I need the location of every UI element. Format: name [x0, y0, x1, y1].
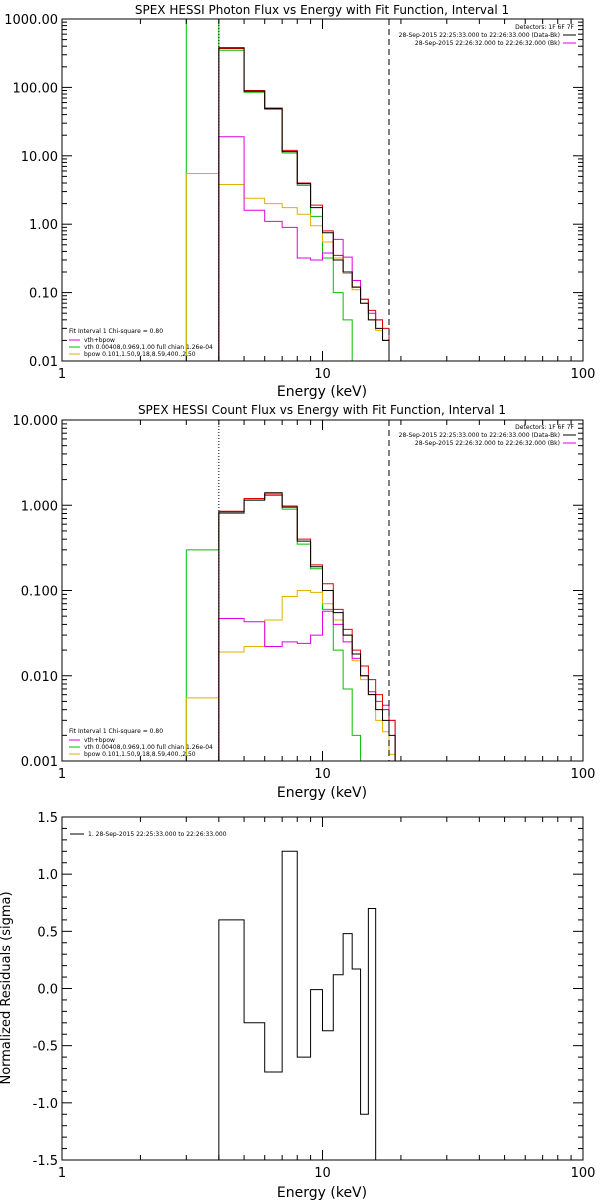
count-flux-fit-header: Fit Interval 1 Chi-square = 0.80 — [69, 728, 163, 735]
count-flux-title: SPEX HESSI Count Flux vs Energy with Fit… — [138, 403, 506, 417]
photon-flux-xtick-label: 1 — [58, 367, 66, 382]
photon-flux-ytick-label: 1000.00 — [4, 13, 58, 28]
count-flux-fit-legend: Fit Interval 1 Chi-square = 0.80 vth+bpo… — [69, 728, 213, 758]
residuals-plot-frame — [61, 816, 584, 1161]
residuals-xlabel: Energy (keV) — [277, 1185, 367, 1200]
residuals-ytick-label: 0.5 — [37, 925, 58, 940]
photon-flux-ytick-label: 100.00 — [13, 81, 59, 96]
count-flux-ytick-label: 0.001 — [21, 755, 58, 770]
photon-flux-xtick-label: 100 — [571, 367, 596, 382]
count-flux-xtick-label: 10 — [314, 767, 331, 782]
count-flux-xtick-label: 100 — [571, 767, 596, 782]
count-flux-ytick-label: 10.000 — [13, 414, 59, 429]
residuals-xtick-label: 1 — [58, 1166, 66, 1181]
count-flux-detectors: Detectors: 1F 6F 7F — [515, 424, 574, 431]
count-flux-series-data — [218, 492, 396, 761]
photon-flux-xlabel: Energy (keV) — [277, 384, 367, 400]
residuals-legend: 1. 28-Sep-2015 22:25:33.000 to 22:26:33.… — [70, 831, 227, 838]
photon-flux-legend-label-2: vth 0.00408,0.969,1.00 full chian 1.26e-… — [84, 344, 213, 351]
count-flux-interval-bk: 28-Sep-2015 22:26:32.000 to 22:26:32.000… — [415, 440, 560, 447]
photon-flux-ytick-label: 10.00 — [21, 150, 58, 165]
count-flux-series-total — [218, 493, 396, 761]
photon-flux-fit-legend: Fit Interval 1 Chi-square = 0.80 vth+bpo… — [69, 328, 213, 358]
residuals-legend-label: 1. 28-Sep-2015 22:25:33.000 to 22:26:33.… — [88, 831, 227, 838]
count-flux-legend-label-1: vth+bpow — [84, 737, 115, 744]
photon-flux-ytick-label: 1.00 — [29, 218, 58, 233]
photon-flux-interval-data: 28-Sep-2015 22:25:33.000 to 22:26:33.000… — [399, 32, 560, 39]
residuals-xtick-label: 10 — [314, 1166, 331, 1181]
residuals-panel: 1 10 100 -1.5 -1.0 -0.5 0.0 0.5 1.0 1.5 Energy (k… — [0, 811, 595, 1200]
residuals-ytick-label: 1.5 — [37, 811, 58, 826]
photon-flux-ytick-label: 0.01 — [29, 355, 58, 370]
residuals-ytick-label: 1.0 — [37, 868, 58, 883]
residuals-ytick-label: -0.5 — [33, 1040, 58, 1055]
count-flux-series-sum-vth-bpow — [218, 610, 396, 761]
count-flux-panel: SPEX HESSI Count Flux vs Energy with Fit… — [13, 403, 596, 801]
residuals-ylabel: Normalized Residuals (sigma) — [0, 891, 14, 1084]
photon-flux-fit-header: Fit Interval 1 Chi-square = 0.80 — [69, 328, 163, 335]
residuals-ytick-label: -1.0 — [33, 1097, 58, 1112]
photon-flux-series-data — [218, 47, 390, 361]
photon-flux-xtick-label: 10 — [314, 367, 331, 382]
photon-flux-series-bpow — [185, 173, 390, 361]
count-flux-xlabel: Energy (keV) — [277, 785, 367, 801]
photon-flux-ytick-label: 0.10 — [29, 287, 58, 302]
photon-flux-series-sum-vth-bpow — [218, 136, 390, 361]
count-flux-legend-label-2: vth 0.00408,0.969,1.00 full chian 1.26e-… — [84, 744, 213, 751]
count-flux-ytick-label: 0.100 — [21, 585, 58, 600]
photon-flux-plot-frame — [61, 18, 584, 362]
count-flux-info: Detectors: 1F 6F 7F 28-Sep-2015 22:25:33… — [399, 424, 576, 447]
photon-flux-title: SPEX HESSI Photon Flux vs Energy with Fi… — [135, 3, 509, 17]
count-flux-xtick-label: 1 — [58, 767, 66, 782]
photon-flux-info: Detectors: 1F 6F 7F 28-Sep-2015 22:25:33… — [399, 24, 576, 47]
photon-flux-panel: SPEX HESSI Photon Flux vs Energy with Fi… — [4, 3, 595, 400]
photon-flux-series-vth — [185, 19, 389, 361]
photon-flux-legend-label-3: bpow 0.101,1.50,9.18,8.59,400.,2.50 — [84, 351, 196, 358]
count-flux-interval-data: 28-Sep-2015 22:25:33.000 to 22:26:33.000… — [399, 432, 560, 439]
count-flux-ytick-label: 1.000 — [21, 499, 58, 514]
count-flux-legend-label-3: bpow 0.101,1.50,9.18,8.59,400.,2.50 — [84, 751, 196, 758]
count-flux-ytick-label: 0.010 — [21, 670, 58, 685]
residuals-series-residuals — [218, 850, 377, 1160]
photon-flux-legend-label-1: vth+bpow — [84, 337, 115, 344]
photon-flux-detectors: Detectors: 1F 6F 7F — [515, 24, 574, 31]
residuals-ytick-label: -1.5 — [33, 1154, 58, 1169]
photon-flux-interval-bk: 28-Sep-2015 22:26:32.000 to 22:26:32.000… — [415, 40, 560, 47]
residuals-xtick-label: 100 — [571, 1166, 596, 1181]
residuals-ytick-label: 0.0 — [37, 983, 58, 998]
